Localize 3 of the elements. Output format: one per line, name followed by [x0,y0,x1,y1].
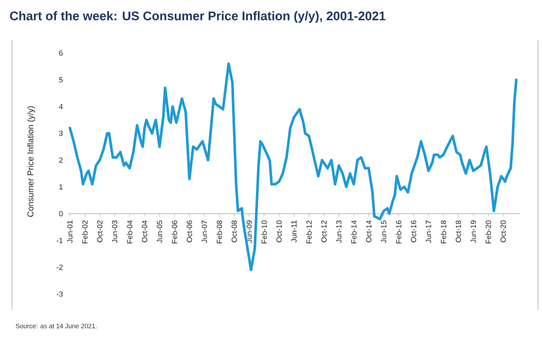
line-series [68,62,518,272]
y-axis-title: Consumer Price Inflation (y/y) [27,106,36,217]
chart-title: Chart of the week: US Consumer Price Inflation (y/y), 2001-2021 [10,11,386,23]
